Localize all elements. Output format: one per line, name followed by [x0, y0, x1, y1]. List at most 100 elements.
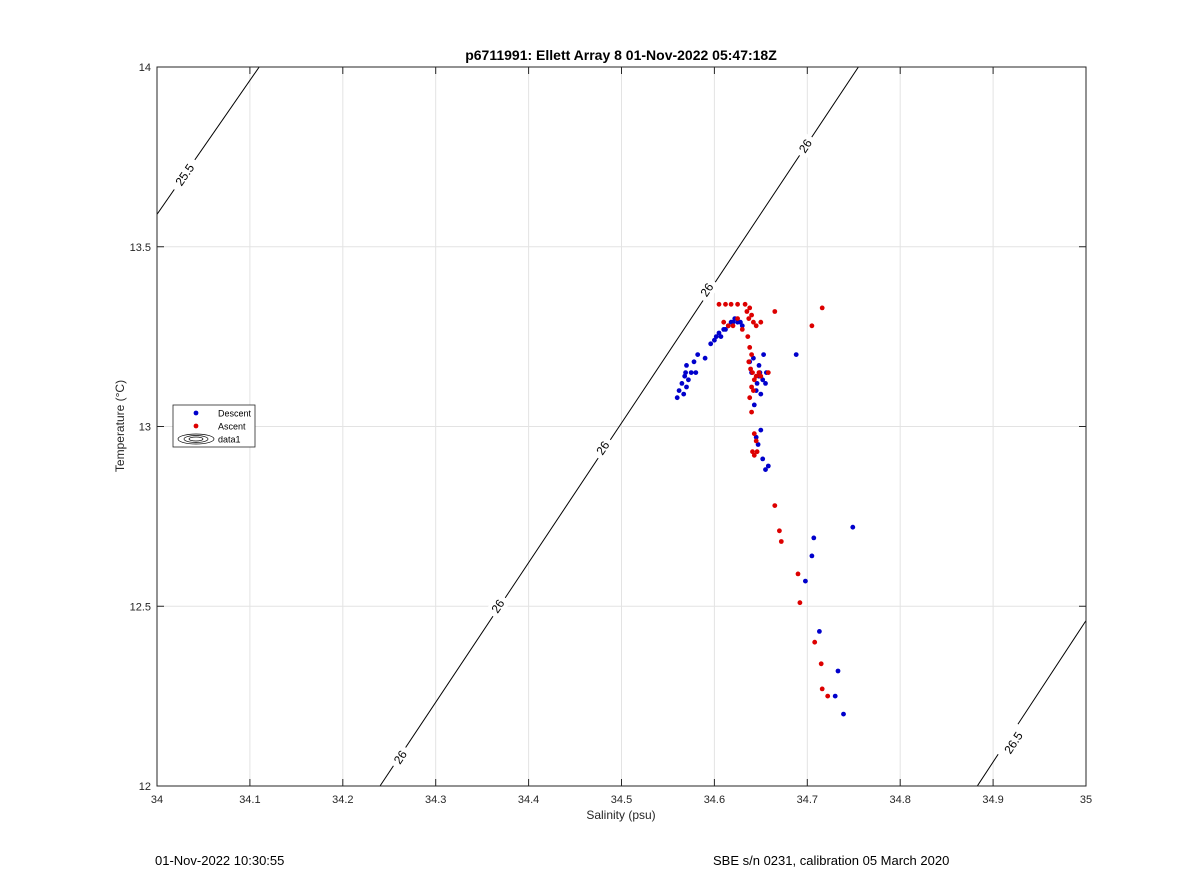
x-tick-label: 34: [151, 794, 163, 806]
x-tick-label: 34.8: [889, 794, 910, 806]
y-axis-label: Temperature (°C): [113, 380, 127, 472]
data-point-descent: [684, 363, 689, 368]
x-tick-label: 34.3: [425, 794, 446, 806]
footer-calibration: SBE s/n 0231, calibration 05 March 2020: [713, 853, 950, 868]
data-point-ascent: [751, 377, 757, 383]
data-point-descent: [755, 442, 761, 447]
contour-label-bg: [485, 592, 511, 620]
density-contour-line: [157, 67, 260, 215]
data-point-descent: [763, 381, 768, 386]
data-point-ascent: [812, 639, 818, 645]
data-point-ascent: [721, 319, 727, 325]
data-point-ascent: [809, 323, 815, 329]
data-point-ascent: [716, 301, 722, 307]
data-point-descent: [713, 334, 719, 339]
data-point-descent: [712, 337, 717, 343]
data-point-descent: [691, 359, 697, 365]
data-point-descent: [751, 402, 757, 408]
contour-label-bg: [387, 743, 414, 771]
data-point-descent: [686, 377, 691, 383]
data-point-ascent: [753, 373, 759, 379]
data-point-ascent: [728, 301, 734, 307]
data-point-ascent: [751, 431, 757, 437]
data-point-ascent: [749, 312, 754, 318]
footer-timestamp: 01-Nov-2022 10:30:55: [155, 853, 285, 868]
data-point-descent: [758, 391, 764, 397]
x-tick-label: 34.4: [518, 794, 539, 806]
data-point-descent: [684, 384, 689, 390]
data-point-ascent: [742, 301, 748, 307]
contour-label-bg: [996, 723, 1031, 763]
data-point-ascent: [749, 352, 754, 357]
data-point-ascent: [749, 384, 754, 390]
data-point-ascent: [744, 309, 750, 314]
legend-contour-icon: [177, 433, 215, 445]
data-point-ascent: [723, 301, 728, 307]
chart-title: p6711991: Ellett Array 8 01-Nov-2022 05:…: [465, 47, 777, 63]
data-point-ascent: [746, 359, 752, 365]
axis-ticks: 34 34.1 34.2 34.3 34.4 34.5 34.6 34.7 34.8 34.9 35…: [130, 62, 1093, 806]
x-axis-label: Salinity (psu): [586, 808, 655, 822]
legend-label: data1: [218, 435, 241, 445]
data-point-ascent: [735, 301, 740, 307]
data-point-descent: [751, 355, 756, 361]
data-points: [674, 301, 856, 717]
data-point-ascent: [778, 539, 784, 544]
x-tick-label: 34.2: [332, 794, 353, 806]
contour-label-bg: [590, 434, 616, 462]
data-point-descent: [809, 553, 815, 559]
data-point-ascent: [819, 686, 825, 692]
data-point-descent: [739, 323, 745, 329]
data-point-ascent: [749, 409, 754, 415]
data-point-ascent: [748, 366, 753, 372]
x-tick-label: 34.7: [797, 794, 818, 806]
data-point-ascent: [772, 503, 778, 508]
data-point-descent: [760, 377, 766, 383]
data-point-descent: [850, 524, 856, 530]
data-point-descent: [723, 327, 728, 332]
data-point-ascent: [756, 370, 762, 375]
data-point-ascent: [739, 327, 745, 332]
data-point-ascent: [747, 345, 753, 350]
data-point-descent: [793, 352, 799, 357]
data-point-ascent: [730, 323, 736, 329]
data-point-ascent: [751, 452, 757, 458]
data-point-ascent: [797, 600, 803, 606]
data-point-ascent: [746, 316, 752, 321]
data-point-ascent: [754, 449, 760, 455]
data-point-ascent: [825, 693, 831, 699]
data-point-descent: [763, 467, 768, 472]
data-point-descent: [679, 381, 685, 386]
data-point-descent: [817, 629, 822, 634]
data-point-descent: [811, 535, 817, 541]
y-tick-label: 12.5: [130, 601, 151, 613]
data-point-descent: [835, 668, 841, 674]
data-point-ascent: [795, 571, 801, 577]
data-point-descent: [674, 395, 680, 401]
data-point-descent: [832, 693, 838, 699]
y-tick-label: 14: [139, 62, 151, 74]
data-point-ascent: [758, 373, 764, 379]
series-ascent: [716, 301, 831, 699]
data-point-descent: [695, 352, 701, 357]
contour-label-bg: [694, 276, 720, 304]
x-tick-label: 34.9: [982, 794, 1003, 806]
data-point-ascent: [819, 305, 825, 311]
data-point-descent: [760, 456, 766, 462]
contour-label-bg: [792, 132, 819, 160]
data-point-descent: [718, 334, 724, 339]
x-tick-label: 34.1: [239, 794, 260, 806]
data-point-ascent: [777, 528, 782, 534]
density-contour-line: [379, 67, 859, 786]
data-point-ascent: [818, 661, 824, 667]
data-point-ascent: [745, 334, 751, 339]
data-point-descent: [753, 434, 759, 440]
data-point-descent: [730, 319, 736, 325]
legend-label: Descent: [218, 409, 252, 419]
data-point-ascent: [753, 323, 759, 329]
legend-label: Ascent: [218, 422, 246, 432]
data-point-ascent: [751, 388, 756, 393]
data-point-descent: [688, 370, 694, 375]
